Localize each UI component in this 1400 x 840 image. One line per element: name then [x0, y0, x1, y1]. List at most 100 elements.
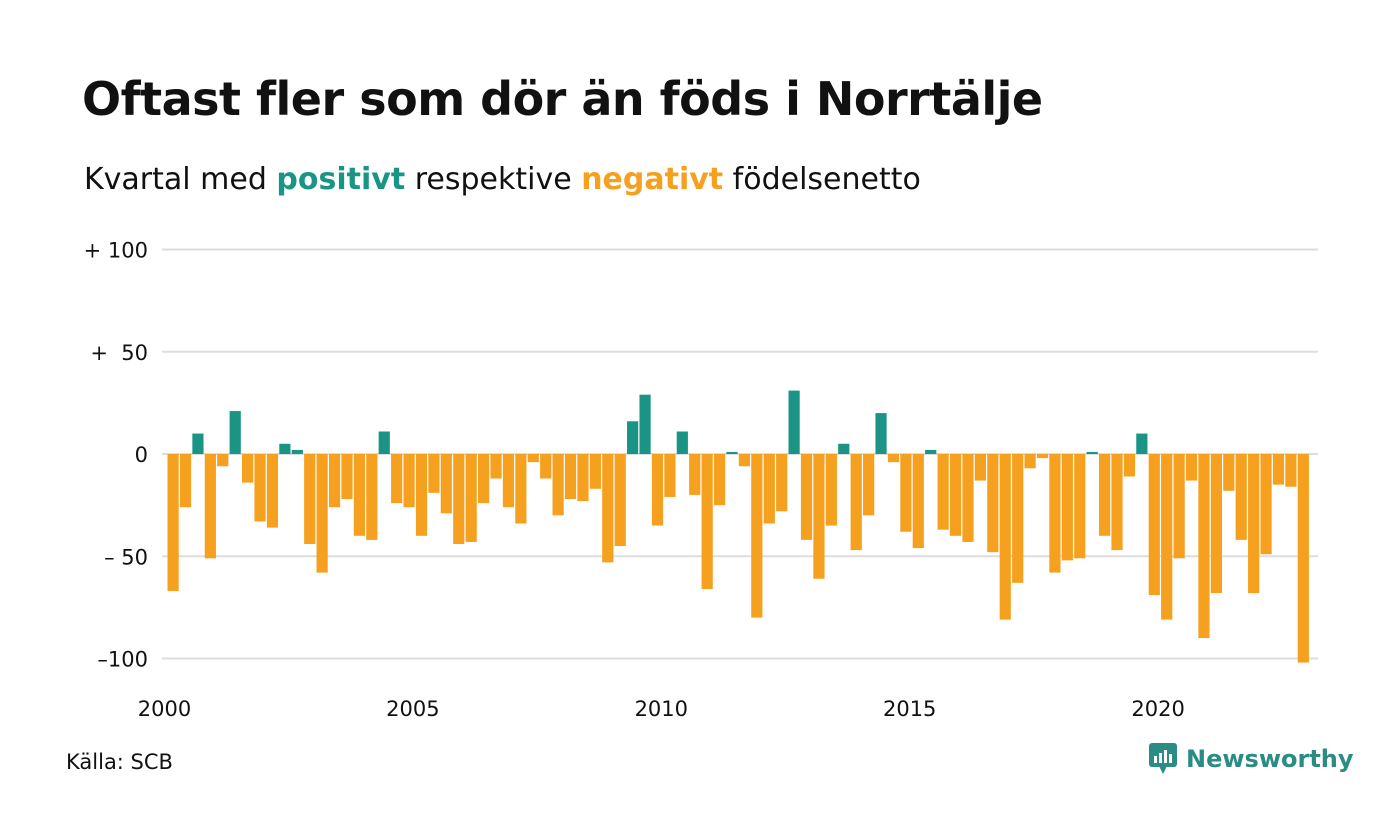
y-tick-label: 0 — [135, 443, 148, 467]
bar-negative — [937, 454, 949, 530]
bar-negative — [1123, 454, 1136, 477]
bar-positive — [378, 431, 390, 454]
bar-negative — [1248, 454, 1260, 594]
bars — [167, 390, 1309, 663]
y-axis-tick-labels: + 100 + 50 0 – 50 –100 — [84, 239, 148, 672]
bar-negative — [900, 454, 912, 532]
bar-negative — [1074, 454, 1086, 559]
bar-positive — [192, 433, 204, 454]
bar-negative — [1260, 454, 1272, 555]
bar-negative — [527, 454, 539, 463]
bar-negative — [204, 454, 216, 559]
bar-negative — [577, 454, 589, 502]
bar-negative — [515, 454, 527, 524]
bar-negative — [614, 454, 626, 547]
bar-negative — [1111, 454, 1123, 551]
bar-negative — [776, 454, 788, 512]
bar-negative — [825, 454, 837, 526]
chart-title: Oftast fler som dör än föds i Norrtälje — [82, 72, 1043, 126]
bar-negative — [167, 454, 179, 592]
bar-negative — [540, 454, 552, 479]
bar-negative — [415, 454, 428, 536]
bar-negative — [1272, 454, 1285, 485]
bar-negative — [1061, 454, 1073, 561]
bar-negative — [552, 454, 564, 516]
subtitle-suffix: födelsenetto — [723, 162, 921, 197]
bar-negative — [800, 454, 813, 540]
bar-negative — [850, 454, 862, 551]
bar-negative — [912, 454, 924, 549]
x-tick-label: 2000 — [138, 697, 191, 721]
bar-negative — [664, 454, 676, 497]
newsworthy-logo-icon — [1149, 743, 1177, 774]
bar-negative — [403, 454, 415, 508]
bar-negative — [254, 454, 266, 522]
bar-negative — [1036, 454, 1049, 459]
bar-positive — [291, 449, 303, 454]
bar-negative — [1012, 454, 1024, 583]
bar-positive — [1086, 451, 1098, 454]
bar-positive — [639, 394, 651, 454]
bar-negative — [713, 454, 726, 506]
brand-name: Newsworthy — [1186, 745, 1354, 773]
bar-positive — [676, 431, 688, 454]
bar-negative — [179, 454, 192, 508]
bar-negative — [1223, 454, 1235, 491]
bar-negative — [1173, 454, 1185, 559]
bar-negative — [1210, 454, 1222, 594]
y-tick-label: + 100 — [84, 239, 148, 263]
bar-negative — [1161, 454, 1173, 620]
bar-negative — [589, 454, 601, 489]
bar-negative — [751, 454, 763, 618]
bar-negative — [366, 454, 378, 540]
bar-negative — [316, 454, 328, 573]
bar-negative — [502, 454, 515, 508]
bar-negative — [217, 454, 229, 467]
bar-negative — [453, 454, 465, 544]
bar-negative — [341, 454, 353, 499]
bar-negative — [242, 454, 254, 483]
bar-negative — [651, 454, 664, 526]
bar-negative — [1049, 454, 1061, 573]
bar-negative — [478, 454, 490, 504]
bar-negative — [887, 454, 900, 463]
bar-positive — [838, 443, 850, 454]
bar-negative — [1297, 454, 1309, 663]
bar-negative — [813, 454, 825, 579]
bar-negative — [328, 454, 341, 508]
bar-negative — [440, 454, 452, 514]
bar-negative — [999, 454, 1011, 620]
bar-positive — [279, 443, 291, 454]
x-tick-label: 2020 — [1131, 697, 1184, 721]
y-tick-label: –100 — [97, 648, 148, 672]
x-tick-label: 2015 — [883, 697, 936, 721]
bar-negative — [1285, 454, 1297, 487]
bar-positive — [229, 411, 241, 455]
bar-positive — [726, 451, 738, 454]
bar-negative — [428, 454, 440, 493]
bar-negative — [689, 454, 701, 495]
bar-negative — [974, 454, 986, 481]
x-tick-label: 2010 — [635, 697, 688, 721]
source-note: Källa: SCB — [66, 750, 173, 774]
bar-negative — [1235, 454, 1247, 540]
bar-positive — [627, 421, 639, 454]
bar-negative — [465, 454, 477, 542]
bar-negative — [1024, 454, 1036, 469]
bar-negative — [564, 454, 577, 499]
bar-positive — [925, 449, 937, 454]
subtitle-positive-word: positivt — [276, 162, 406, 197]
subtitle-negative-word: negativt — [581, 162, 724, 197]
bar-positive — [1136, 433, 1148, 454]
subtitle-prefix: Kvartal med — [84, 162, 277, 197]
bar-negative — [763, 454, 775, 524]
bar-negative — [701, 454, 713, 589]
bar-negative — [949, 454, 962, 536]
y-tick-label: + 50 — [90, 341, 148, 365]
bar-negative — [304, 454, 316, 544]
bar-negative — [1198, 454, 1210, 639]
bar-negative — [1148, 454, 1160, 596]
bar-negative — [863, 454, 875, 516]
x-axis-tick-labels: 2000 2005 2010 2015 2020 — [138, 697, 1185, 721]
